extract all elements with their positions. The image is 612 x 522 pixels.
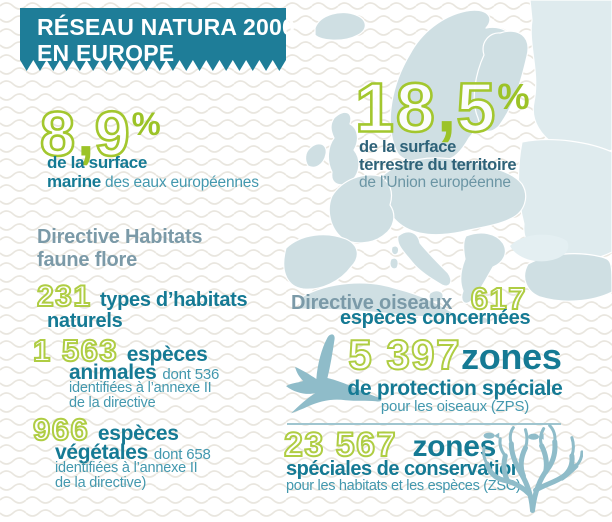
land-stat-caption-line3: de l’Union européenne (359, 174, 511, 191)
marine-caption-rest: des eaux européennes (100, 174, 259, 191)
directive-habitats-line2: faune flore (37, 249, 138, 271)
zps-zones-label: zones (461, 336, 562, 377)
zsc-caption-line2: spéciales de conservation (286, 458, 523, 480)
land-number-left: 18 (354, 68, 437, 147)
oiseaux-caption: espèces concernées (340, 307, 531, 329)
page-title-line2: EN EUROPE (37, 39, 175, 66)
land-stat-number: 18,5% (354, 62, 530, 144)
species-1563-line4: de la directive (69, 395, 156, 411)
map-france (328, 174, 395, 244)
banner-zigzag-shape (20, 8, 286, 71)
species-1563-line3: identifiées à l’annexe II (69, 380, 212, 396)
map-black-sea (510, 234, 569, 262)
species-1563-line2: animales dont 536 (69, 361, 219, 385)
flying-goose-icon (286, 334, 382, 414)
habitats-231-number: 231 (36, 280, 92, 313)
page-title-line1: RÉSEAU NATURA 2000 (37, 14, 295, 40)
map-ireland (304, 143, 327, 168)
map-north-africa (299, 282, 454, 318)
map-italy (397, 231, 452, 287)
habitats-stat-231: 231 types d’habitats (36, 280, 248, 315)
marine-number-left: 8 (39, 99, 78, 170)
map-turkey (524, 253, 612, 302)
species-stat-1563: 1 563 espèces (32, 333, 208, 370)
zsc-caption-line3: pour les habitats et les espèces (ZSC) (286, 478, 521, 494)
species-stat-966: 966 espèces (32, 412, 179, 449)
zps-caption-line2: de protection spéciale (347, 377, 563, 400)
map-iberia (283, 234, 358, 290)
zps-stat-line1: 5 397zones (330, 331, 580, 379)
map-balkans (460, 232, 506, 304)
zsc-zones-label: zones (412, 430, 496, 463)
marine-percent-sign: % (131, 105, 161, 142)
directive-habitats-heading: Directive Habitats faune flore (37, 226, 203, 272)
directive-habitats-line1: Directive Habitats (37, 226, 203, 248)
marine-caption-bold: marine (47, 172, 101, 191)
habitats-231-label: types d’habitats (99, 289, 248, 311)
fish-icon (483, 432, 544, 440)
map-iceland (314, 11, 366, 41)
map-russia (529, 0, 612, 156)
section-divider (287, 423, 561, 425)
map-corsica (390, 245, 400, 256)
land-stat-caption-line2: terrestre du territoire (359, 156, 517, 174)
page-title: RÉSEAU NATURA 2000 EN EUROPE (37, 14, 295, 66)
land-stat-caption-line1: de la surface (359, 138, 456, 156)
species-966-line2: végétales dont 658 (55, 441, 211, 465)
zsc-stat-line1: 23 567 zones (283, 426, 496, 465)
species-966-line4: de la directive) (55, 475, 147, 491)
species-966-number: 966 (32, 412, 90, 447)
oiseaux-617-number: 617 (470, 281, 527, 316)
species-966-label: espèces (97, 422, 179, 445)
species-1563-number: 1 563 (32, 333, 119, 368)
map-central-europe (381, 157, 527, 236)
species-1563-label: espèces (126, 343, 208, 366)
zsc-number: 23 567 (283, 426, 397, 464)
marine-number-right: 9 (93, 99, 132, 170)
species-1563-label2: animales (69, 361, 157, 384)
marine-stat-number: 8,9% (39, 92, 161, 170)
land-number-comma: , (436, 68, 457, 147)
species-1563-rest: dont 536 (162, 366, 220, 383)
habitats-231-label-line2: naturels (47, 310, 123, 332)
title-banner: RÉSEAU NATURA 2000 EN EUROPE (20, 8, 295, 74)
map-crete (476, 316, 489, 325)
map-sicily (428, 290, 444, 303)
species-966-rest: dont 658 (153, 446, 211, 463)
zps-number: 5 397 (347, 331, 462, 378)
species-966-label2: végétales (55, 441, 149, 464)
land-number-right: 5 (455, 68, 498, 147)
coral-icon (482, 424, 583, 513)
directive-oiseaux-heading: Directive oiseaux 617 (291, 281, 527, 319)
species-966-line3: identifiées à l’annexe II (55, 460, 198, 476)
zps-caption-line3: pour les oiseaux (ZPS) (380, 398, 530, 415)
map-finland (473, 30, 529, 132)
land-percent-sign: % (497, 76, 530, 117)
marine-stat-caption-line1: de la surface (47, 153, 148, 172)
marine-number-comma: , (77, 99, 95, 170)
europe-map-illustration (283, 0, 612, 325)
marine-stat-caption-line2: marine des eaux européennes (47, 172, 259, 192)
directive-oiseaux-title: Directive oiseaux (291, 292, 453, 314)
map-sardinia (389, 257, 399, 270)
